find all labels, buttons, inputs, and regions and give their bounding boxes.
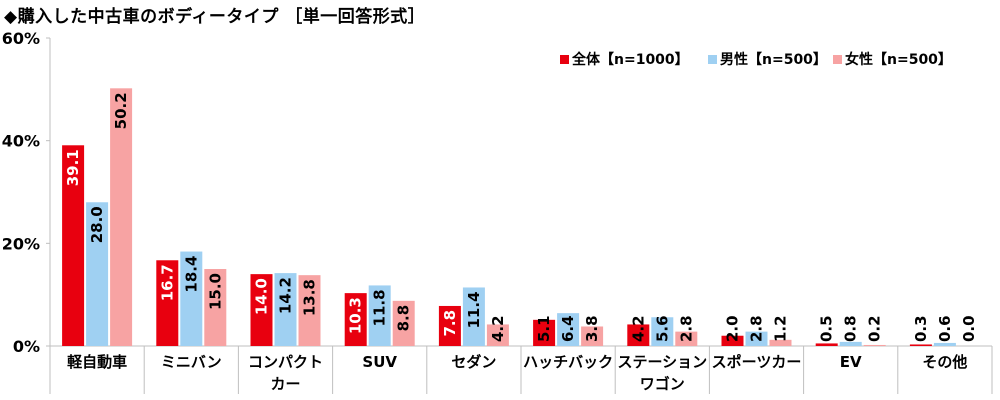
data-label: 14.0	[253, 278, 271, 315]
bar	[298, 275, 321, 346]
bar	[627, 324, 650, 346]
legend-swatch	[560, 55, 569, 64]
legend-label: 男性【n=500】	[720, 51, 827, 68]
data-label: 5.6	[653, 315, 671, 342]
data-label: 0.2	[866, 315, 884, 342]
bar	[675, 331, 698, 346]
data-label: 4.2	[629, 315, 647, 342]
data-label: 0.6	[936, 315, 954, 342]
y-tick-label: 60%	[2, 29, 40, 48]
bar	[250, 274, 273, 346]
data-label: 2.0	[724, 315, 742, 342]
data-label: 6.4	[559, 315, 577, 342]
category-label: EV	[840, 353, 862, 371]
data-label: 10.3	[347, 297, 365, 334]
data-label: 50.2	[112, 92, 130, 129]
chart-title: ◆購入した中古車のボディータイプ ［単一回答形式］	[4, 7, 426, 27]
bar	[110, 88, 133, 346]
bar	[274, 273, 297, 346]
data-label: 0.8	[842, 315, 860, 342]
bar	[438, 305, 461, 346]
bar	[815, 343, 838, 346]
bar	[486, 324, 509, 346]
bar	[745, 331, 768, 346]
data-label: 4.2	[489, 315, 507, 342]
category-label: スポーツカー	[712, 353, 802, 371]
bar	[156, 260, 179, 346]
bar	[462, 287, 485, 346]
data-label: 2.8	[677, 315, 695, 342]
bar	[180, 251, 203, 346]
bar	[909, 344, 932, 346]
data-label: 0.0	[960, 315, 978, 342]
data-label: 14.2	[277, 277, 295, 314]
category-label: その他	[922, 353, 967, 371]
bar	[86, 202, 109, 346]
data-label: 11.8	[371, 289, 389, 326]
category-label: SUV	[362, 353, 397, 371]
data-label: 11.4	[465, 291, 483, 328]
legend-label: 女性【n=500】	[845, 51, 952, 68]
bar	[368, 285, 391, 346]
bar	[204, 269, 227, 346]
data-label: 39.1	[64, 149, 82, 186]
data-label: 7.8	[441, 310, 459, 337]
data-label: 5.1	[535, 315, 553, 342]
category-label: 軽自動車	[67, 353, 127, 371]
bar	[533, 319, 556, 346]
data-label: 3.8	[583, 315, 601, 342]
data-label: 18.4	[182, 256, 200, 293]
bar	[557, 313, 580, 346]
y-tick-label: 20%	[2, 234, 40, 253]
data-label: 2.8	[748, 315, 766, 342]
data-label: 0.3	[912, 315, 930, 342]
category-label: ミニバン	[161, 353, 222, 371]
bar	[581, 326, 604, 346]
bar	[721, 335, 744, 346]
bar	[62, 145, 85, 346]
bar	[392, 300, 415, 346]
category-label: セダン	[451, 353, 496, 371]
data-label: 13.8	[301, 279, 319, 316]
category-label: コンパクト	[248, 353, 323, 371]
y-tick-label: 0%	[13, 337, 40, 356]
bar	[769, 339, 792, 346]
bar	[839, 341, 862, 346]
category-label: カー	[270, 375, 300, 393]
category-label: ワゴン	[640, 375, 685, 393]
category-label: ステーション	[617, 353, 707, 371]
data-label: 0.5	[818, 315, 836, 342]
legend-label: 全体【n=1000】	[571, 51, 689, 68]
data-label: 28.0	[88, 206, 106, 243]
data-label: 8.8	[395, 305, 413, 332]
data-label: 16.7	[158, 264, 176, 301]
bar	[344, 293, 367, 346]
legend-swatch	[833, 55, 842, 64]
data-label: 15.0	[206, 273, 224, 310]
bar	[651, 317, 674, 346]
category-label: ハッチバック	[523, 353, 613, 371]
bar	[933, 342, 956, 346]
data-label: 1.2	[772, 315, 790, 342]
legend-swatch	[708, 55, 717, 64]
y-tick-label: 40%	[2, 132, 40, 151]
bar	[863, 344, 886, 346]
